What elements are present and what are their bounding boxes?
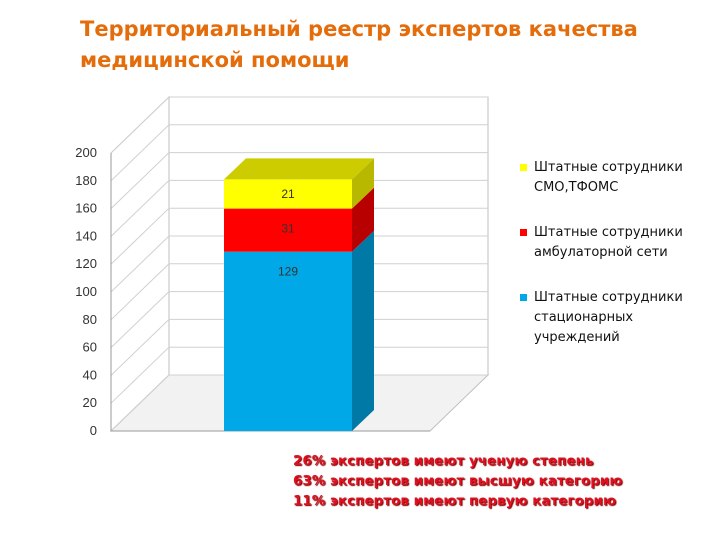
gridline xyxy=(110,263,488,321)
bar-segment-3-side xyxy=(352,158,374,209)
gridline xyxy=(110,318,488,376)
legend-swatch-ambulatory xyxy=(520,229,527,236)
gridline xyxy=(110,235,488,293)
y-tick-label: 180 xyxy=(75,173,97,188)
legend-item-smo: Штатные сотрудники СМО,ТФОМС xyxy=(520,158,710,198)
expert-notes: 26% экспертов имеют ученую степень 63% э… xyxy=(293,451,713,511)
gridline xyxy=(110,374,488,432)
note-first-category: 11% экспертов имеют первую категорию xyxy=(293,493,617,509)
bar-segment-2-side xyxy=(352,187,374,252)
slide-title: Территориальный реестр экспертов качеств… xyxy=(80,17,638,72)
y-tick-label: 100 xyxy=(75,284,97,299)
y-tick-label: 160 xyxy=(75,201,97,216)
y-tick-label: 0 xyxy=(90,423,97,438)
data-label-2: 31 xyxy=(281,222,295,236)
gridline xyxy=(110,179,488,237)
legend-swatch-smo xyxy=(520,164,527,171)
data-label-3: 21 xyxy=(281,187,295,201)
legend-label-ambulatory: Штатные сотрудники амбулаторной сети xyxy=(534,225,683,260)
chart-legend: Штатные сотрудники СМО,ТФОМС Штатные сот… xyxy=(520,158,710,373)
y-tick-label: 200 xyxy=(75,145,97,160)
y-tick-label: 60 xyxy=(83,340,97,355)
gridline xyxy=(110,124,488,182)
gridline xyxy=(110,152,488,209)
note-academic-degree: 26% экспертов имеют ученую степень xyxy=(293,453,594,469)
bar-segment-3 xyxy=(224,179,352,209)
legend-item-inpatient: Штатные сотрудники стационарных учрежден… xyxy=(520,288,710,348)
bar-segment-1-side xyxy=(352,230,374,431)
note-highest-category: 63% экспертов имеют высшую категорию xyxy=(293,473,623,489)
chart-gridlines xyxy=(110,96,488,432)
legend-label-smo: Штатные сотрудники СМО,ТФОМС xyxy=(534,160,683,195)
y-tick-label: 20 xyxy=(83,395,97,410)
data-label-1: 129 xyxy=(278,265,298,279)
y-tick-label: 140 xyxy=(75,228,97,243)
chart-bars xyxy=(224,158,374,431)
bar-segment-1 xyxy=(224,251,352,431)
gridline xyxy=(110,96,488,154)
data-labels: 129 31 21 xyxy=(278,187,298,279)
gridline xyxy=(110,291,488,348)
gridline xyxy=(110,346,488,404)
y-tick-label: 80 xyxy=(83,312,97,327)
legend-swatch-inpatient xyxy=(520,294,527,301)
legend-label-inpatient: Штатные сотрудники стационарных учрежден… xyxy=(534,290,683,345)
legend-item-ambulatory: Штатные сотрудники амбулаторной сети xyxy=(520,223,710,263)
bar-top xyxy=(224,158,374,180)
y-tick-label: 40 xyxy=(83,367,97,382)
gridline xyxy=(110,207,488,265)
y-tick-label: 120 xyxy=(75,256,97,271)
bar-segment-2 xyxy=(224,208,352,252)
